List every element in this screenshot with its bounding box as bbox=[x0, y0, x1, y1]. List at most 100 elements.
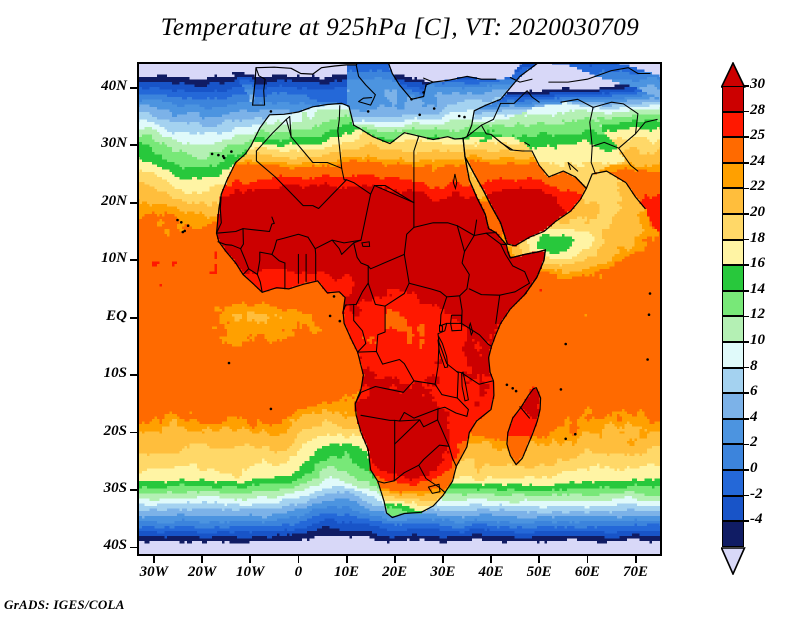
x-tick-label: 20E bbox=[382, 564, 408, 580]
island-marker bbox=[269, 407, 273, 411]
x-tick-mark bbox=[249, 556, 252, 563]
island-marker bbox=[210, 152, 214, 156]
colorbar-tick-label: 6 bbox=[750, 383, 758, 400]
island-marker bbox=[180, 221, 183, 224]
island-marker bbox=[410, 98, 413, 101]
map-outline bbox=[519, 406, 531, 419]
colorbar-segment bbox=[722, 162, 744, 189]
map-outline bbox=[289, 116, 292, 138]
map-outline bbox=[466, 102, 502, 138]
colorbar-segment bbox=[722, 111, 744, 138]
map-outline bbox=[342, 304, 347, 313]
lake-outline bbox=[437, 335, 449, 369]
map-outline bbox=[618, 118, 658, 149]
y-tick-label: EQ bbox=[106, 307, 127, 324]
y-tick-label: 20N bbox=[101, 192, 127, 209]
x-tick-label: 0 bbox=[294, 564, 303, 580]
x-tick-mark bbox=[538, 556, 541, 563]
map-outline bbox=[531, 150, 587, 190]
map-outline bbox=[413, 219, 478, 237]
x-tick-label: 10E bbox=[334, 564, 360, 580]
y-tick-label: 40S bbox=[103, 537, 127, 554]
colorbar-tick-label: -4 bbox=[750, 511, 763, 528]
map-outline bbox=[589, 101, 639, 147]
chart-title: Temperature at 925hPa [C], VT: 202003070… bbox=[160, 14, 640, 41]
map-outline bbox=[548, 67, 651, 83]
island-marker bbox=[328, 314, 332, 318]
map-outline bbox=[509, 76, 533, 83]
colorbar-tick-mark bbox=[744, 520, 749, 522]
island-marker bbox=[217, 153, 220, 157]
colorbar-tick-mark bbox=[744, 110, 749, 113]
map-outline bbox=[387, 62, 497, 100]
y-tick-mark bbox=[130, 201, 137, 204]
colorbar-segment bbox=[722, 495, 744, 522]
colorbar-segment bbox=[722, 316, 744, 342]
island-marker bbox=[511, 387, 514, 390]
colorbar-tick-mark bbox=[744, 443, 749, 446]
colorbar-tick-label: 10 bbox=[750, 332, 765, 348]
map-outline bbox=[307, 236, 317, 281]
x-tick-label: 50E bbox=[526, 564, 552, 580]
colorbar-tick-label: 4 bbox=[750, 408, 758, 425]
map-outline bbox=[506, 387, 542, 466]
map-outline bbox=[500, 90, 540, 104]
island-marker bbox=[647, 313, 651, 316]
y-tick-label: 20S bbox=[103, 422, 127, 439]
colorbar-segment bbox=[722, 470, 744, 496]
lake-outline bbox=[361, 241, 371, 247]
lake-outline bbox=[450, 314, 463, 332]
map-outline bbox=[434, 341, 459, 399]
colorbar-tick-label: 30 bbox=[750, 76, 765, 92]
colorbar-tick-mark bbox=[744, 469, 749, 471]
map-outline bbox=[217, 228, 244, 250]
colorbar-tick-label: 2 bbox=[750, 434, 758, 451]
map-outline bbox=[461, 322, 493, 347]
island-marker bbox=[230, 150, 233, 153]
map-outline bbox=[377, 419, 396, 484]
x-tick-label: 30E bbox=[430, 564, 456, 580]
colorbar-segment bbox=[722, 444, 744, 470]
map-outline bbox=[567, 161, 579, 172]
x-tick-label: 40E bbox=[478, 564, 504, 580]
map-outline bbox=[490, 133, 514, 151]
colorbar-tick-mark bbox=[744, 341, 749, 343]
map-outline bbox=[285, 118, 348, 181]
colorbar-tick-label: 8 bbox=[750, 357, 758, 374]
map-outline bbox=[337, 105, 343, 169]
map-outline bbox=[393, 444, 450, 482]
colorbar-segment bbox=[722, 239, 744, 266]
colorbar-tick-mark bbox=[744, 418, 749, 420]
x-tick-label: 70E bbox=[622, 564, 648, 580]
colorbar-segment bbox=[722, 86, 744, 112]
colorbar-tick-mark bbox=[744, 136, 749, 138]
colorbar-tick-label: 24 bbox=[750, 152, 765, 169]
map-outline bbox=[437, 419, 457, 467]
colorbar-tick-label: 12 bbox=[750, 306, 765, 323]
island-marker bbox=[564, 437, 567, 441]
colorbar-segment bbox=[722, 137, 744, 163]
y-tick-label: 40N bbox=[101, 77, 127, 94]
map-outline bbox=[251, 62, 359, 106]
map-outline bbox=[274, 176, 372, 210]
colorbar-segment bbox=[722, 342, 744, 368]
map-outline bbox=[427, 483, 441, 494]
colorbar-tick-mark bbox=[744, 187, 749, 190]
map-outline bbox=[413, 380, 436, 385]
y-tick-mark bbox=[130, 374, 137, 377]
y-tick-mark bbox=[130, 489, 137, 491]
colorbar-tick-mark bbox=[744, 290, 749, 292]
island-marker bbox=[422, 91, 425, 94]
x-tick-mark bbox=[345, 556, 348, 563]
map-outline bbox=[345, 242, 369, 306]
colorbar-tick-mark bbox=[744, 264, 749, 266]
colorbar-tick-mark bbox=[744, 85, 749, 87]
island-marker bbox=[181, 230, 185, 234]
island-marker bbox=[648, 292, 652, 295]
map-outline bbox=[255, 150, 276, 178]
y-tick-mark bbox=[130, 316, 137, 319]
y-tick-label: 30N bbox=[101, 135, 127, 152]
colorbar-tick-label: 28 bbox=[750, 101, 765, 118]
colorbar-tick-mark bbox=[744, 392, 749, 394]
island-marker bbox=[559, 388, 563, 391]
